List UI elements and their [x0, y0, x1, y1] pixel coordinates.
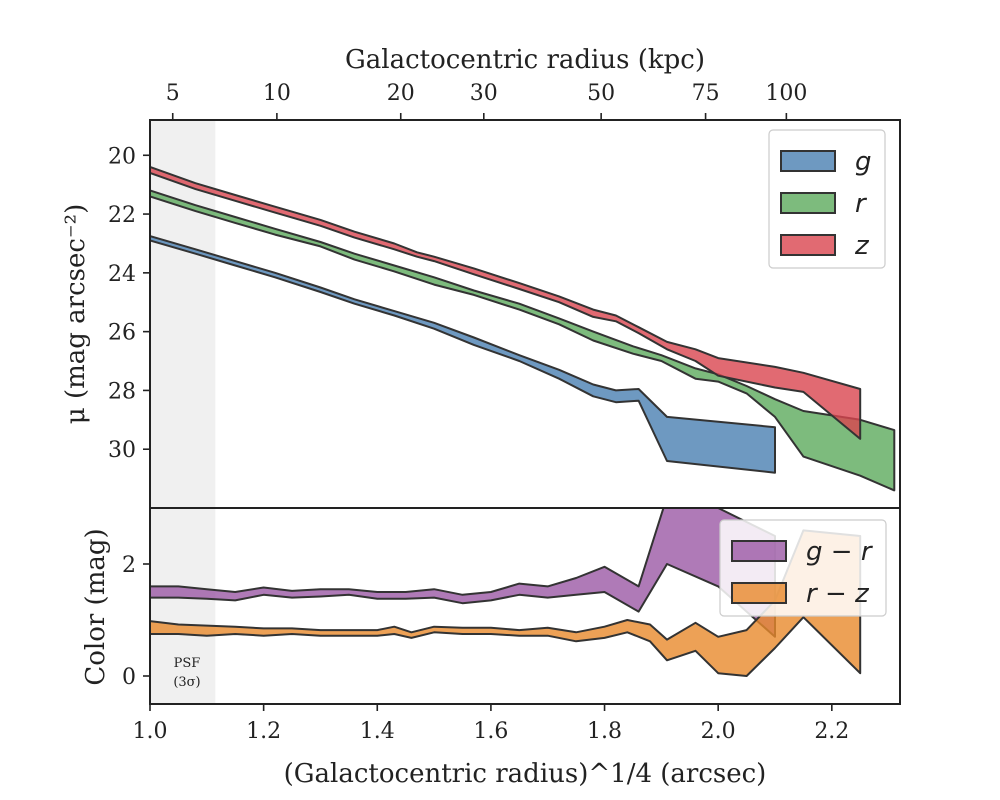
- bottom-x-tick-label: 1.4: [360, 719, 395, 744]
- bottom-frame: [149, 507, 901, 705]
- top-x2-tick-label: 20: [387, 81, 415, 106]
- psf-shaded-region-bottom: [150, 508, 216, 704]
- legend-label-r: r: [855, 189, 868, 219]
- legend-swatch-g: [780, 150, 836, 172]
- psf-annotation-line1: PSF: [174, 656, 201, 671]
- top-y-tick-label: 26: [108, 321, 136, 346]
- bottom-x-tick-label: 1.0: [133, 719, 168, 744]
- top-x2-tick-label: 75: [692, 81, 720, 106]
- top-x2-tick-label: 30: [470, 81, 498, 106]
- top-series-group: [150, 166, 896, 492]
- top-panel: 20 22 24 26 28 30 5 10 20 30 50 75 100 Galactocentr…: [61, 45, 901, 509]
- legend-label-g: g: [855, 147, 872, 177]
- legend-swatch-g-minus-r: [731, 540, 787, 562]
- top-y-axis-label: μ (mag arcsec⁻²): [61, 204, 91, 424]
- band-r: [150, 189, 896, 492]
- bottom-legend: g − r r − z: [719, 519, 887, 617]
- bottom-x-axis-label: (Galactocentric radius)^1/4 (arcsec): [284, 759, 767, 789]
- bottom-y-axis-label: Color (mag): [81, 528, 111, 685]
- top-y-tick-label: 28: [108, 379, 136, 404]
- bottom-x-tick-label: 1.6: [473, 719, 508, 744]
- top-y-tick-label: 22: [108, 203, 136, 228]
- legend-label-z: z: [854, 231, 870, 261]
- band-g-minus-r: [150, 508, 776, 638]
- top-x2-tick-label: 5: [166, 81, 180, 106]
- bottom-x-tick-label: 1.2: [246, 719, 281, 744]
- bottom-x-tick-label: 2.0: [701, 719, 736, 744]
- legend-swatch-r: [780, 192, 836, 214]
- legend-label-r-minus-z: r − z: [806, 579, 870, 609]
- band-g: [150, 235, 776, 474]
- legend-label-g-minus-r: g − r: [806, 537, 874, 567]
- bottom-panel: 02 1.0 1.2 1.4 1.6 1.8 2.0 2.2 PSF (3σ) Color …: [81, 507, 901, 789]
- band-r-minus-z: [150, 529, 862, 677]
- band-z: [150, 166, 862, 440]
- top-x2-ticks: 5 10 20 30 50 75 100: [166, 81, 807, 120]
- psf-annotation-line2: (3σ): [173, 675, 200, 690]
- top-y-tick-label: 30: [108, 438, 136, 463]
- top-x2-tick-label: 100: [765, 81, 807, 106]
- legend-swatch-z: [780, 234, 836, 256]
- bottom-y-tick-label: 2: [122, 553, 136, 578]
- bottom-y-tick-label: 0: [122, 665, 136, 690]
- top-y-ticks: 20 22 24 26 28 30: [108, 144, 150, 463]
- top-y-tick-label: 20: [108, 144, 136, 169]
- top-y-tick-label: 24: [108, 262, 136, 287]
- bottom-y-ticks: 02: [122, 553, 150, 690]
- top-x2-tick-label: 10: [263, 81, 291, 106]
- bottom-x-tick-label: 2.2: [814, 719, 849, 744]
- bottom-series-group: [150, 508, 862, 677]
- legend-swatch-r-minus-z: [731, 582, 787, 604]
- top-x2-axis-label: Galactocentric radius (kpc): [345, 45, 705, 75]
- bottom-x-tick-label: 1.8: [587, 719, 622, 744]
- bottom-x-ticks: 1.0 1.2 1.4 1.6 1.8 2.0 2.2: [133, 704, 849, 744]
- top-x2-tick-label: 50: [587, 81, 615, 106]
- top-legend: grz: [768, 129, 886, 269]
